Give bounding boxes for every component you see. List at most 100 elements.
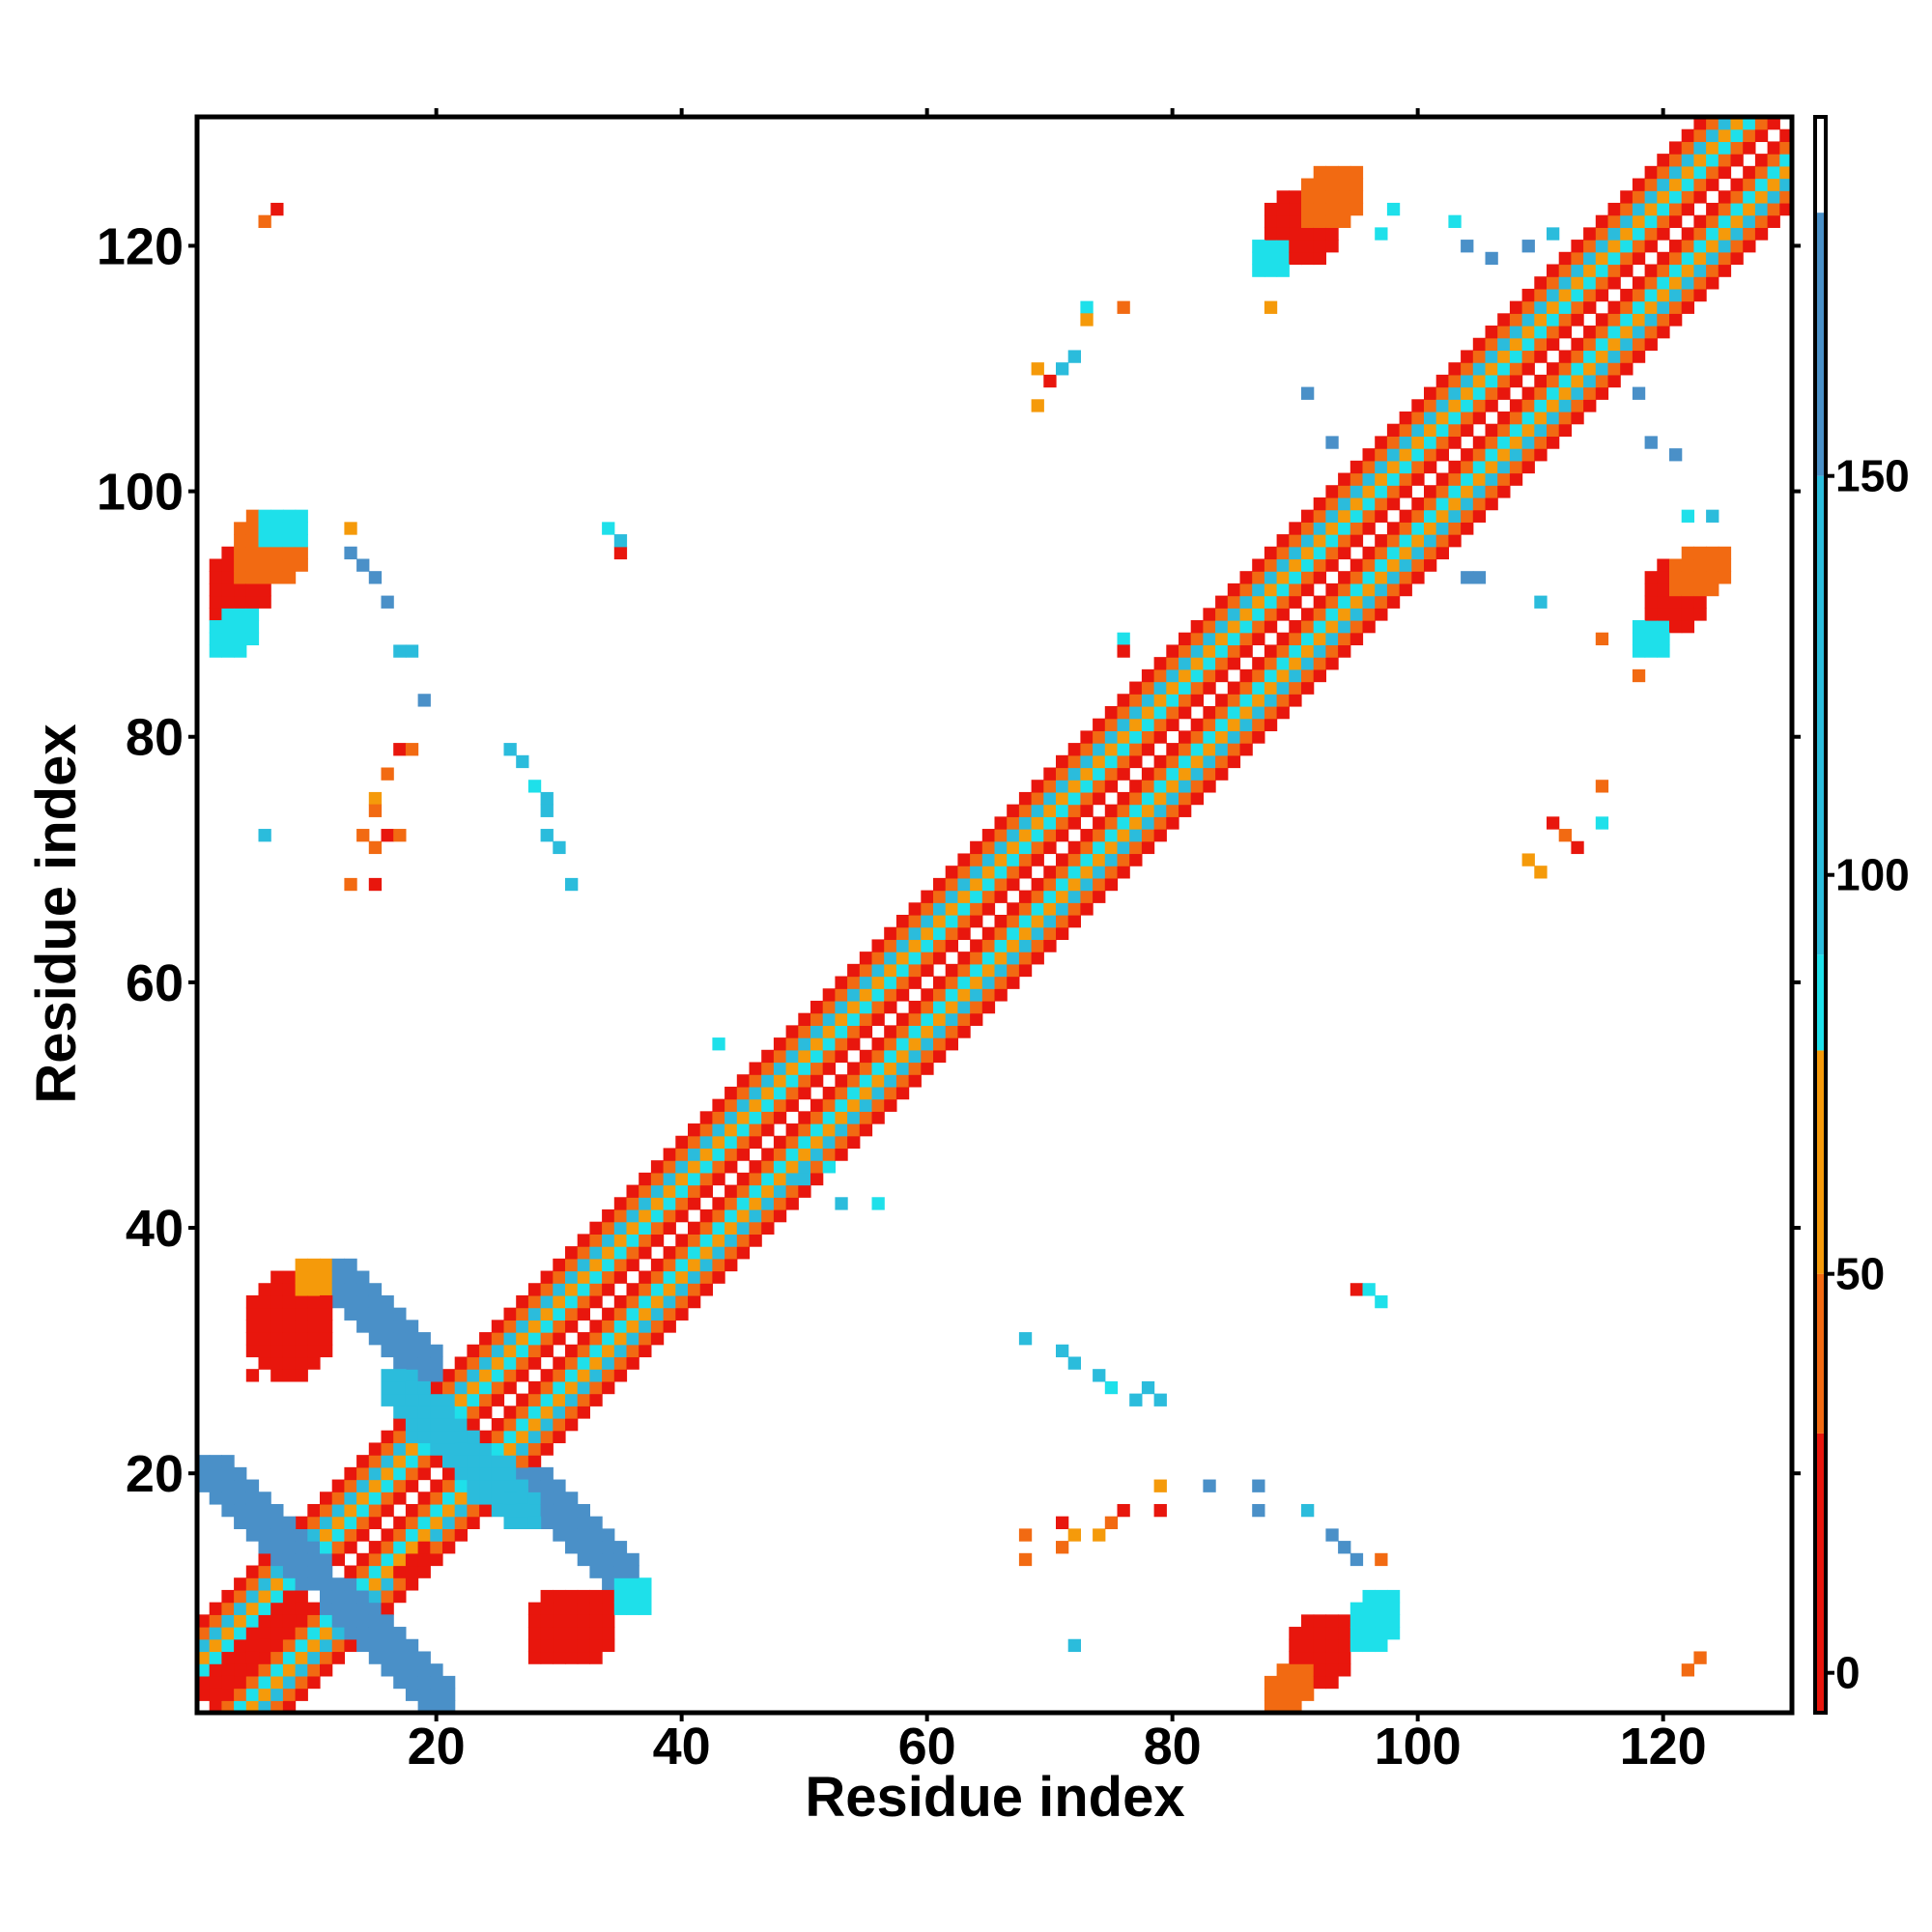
heatmap-cell (749, 1208, 762, 1223)
heatmap-cell (1681, 509, 1694, 523)
heatmap-cell (1669, 276, 1683, 290)
heatmap-cell (650, 1197, 665, 1210)
heatmap-cell (577, 1627, 590, 1640)
heatmap-cell (491, 1344, 505, 1358)
heatmap-cell (405, 1675, 419, 1690)
heatmap-cell (957, 952, 971, 965)
heatmap-cell (1031, 791, 1044, 806)
heatmap-cell (981, 1000, 996, 1014)
heatmap-cell (221, 1602, 235, 1615)
heatmap-cell (282, 1552, 297, 1567)
heatmap-cell (577, 1541, 590, 1554)
heatmap-cell (1547, 423, 1560, 437)
heatmap-cell (1350, 608, 1364, 621)
heatmap-cell (945, 1025, 958, 1038)
heatmap-cell (1657, 608, 1670, 621)
heatmap-cell (331, 1651, 345, 1664)
heatmap-cell (712, 1221, 725, 1235)
heatmap-cell (1706, 558, 1719, 572)
heatmap-cell (1350, 1614, 1364, 1628)
heatmap-cell (405, 1565, 419, 1578)
heatmap-cell (1338, 165, 1351, 180)
heatmap-cell (1301, 546, 1315, 560)
heatmap-cell (1547, 300, 1560, 314)
heatmap-cell (1043, 939, 1057, 952)
heatmap-cell (1080, 829, 1094, 842)
heatmap-cell (1289, 668, 1302, 683)
heatmap-cell (540, 1503, 554, 1518)
heatmap-cell (405, 1332, 419, 1346)
heatmap-cell (258, 1528, 271, 1542)
heatmap-cell (503, 1344, 517, 1358)
heatmap-cell (1276, 202, 1290, 216)
heatmap-cell (1497, 460, 1511, 474)
heatmap-cell (405, 1442, 419, 1456)
heatmap-cell (442, 1455, 456, 1468)
heatmap-cell (1644, 214, 1658, 228)
heatmap-cell (970, 976, 983, 989)
heatmap-cell (970, 952, 983, 965)
heatmap-cell (503, 1492, 517, 1505)
heatmap-cell (613, 534, 628, 548)
heatmap-cell (1252, 558, 1265, 572)
heatmap-cell (895, 1012, 910, 1026)
heatmap-cell (1018, 1528, 1033, 1542)
heatmap-cell (1239, 705, 1253, 720)
heatmap-cell (307, 1614, 321, 1628)
heatmap-cell (1571, 240, 1584, 253)
heatmap-cell (1325, 522, 1339, 535)
heatmap-cell (356, 1577, 370, 1591)
heatmap-cell (405, 1528, 419, 1542)
heatmap-cell (270, 1614, 284, 1628)
heatmap-cell (1239, 632, 1253, 646)
heatmap-cell (331, 1602, 345, 1615)
heatmap-cell (1521, 350, 1535, 363)
heatmap-cell (1018, 926, 1033, 941)
heatmap-cell (1301, 202, 1315, 216)
heatmap-cell (1313, 620, 1326, 634)
heatmap-cell (381, 1393, 394, 1406)
heatmap-cell (1534, 866, 1548, 879)
heatmap-cell (1706, 264, 1719, 277)
heatmap-cell (1595, 337, 1609, 352)
heatmap-cell (1007, 866, 1020, 879)
heatmap-cell (736, 1086, 751, 1100)
heatmap-cell (245, 1516, 260, 1529)
heatmap-cell (835, 1000, 848, 1014)
heatmap-cell (1595, 227, 1609, 241)
heatmap-cell (773, 1184, 787, 1198)
heatmap-cell (1117, 853, 1130, 867)
heatmap-cell (712, 1111, 725, 1124)
heatmap-cell (1067, 780, 1081, 793)
heatmap-cell (921, 1037, 934, 1051)
heatmap-cell (565, 1344, 579, 1358)
heatmap-cell (442, 1393, 456, 1406)
heatmap-cell (368, 804, 383, 817)
heatmap-cell (1595, 251, 1609, 266)
heatmap-cell (957, 915, 971, 928)
heatmap-cell (270, 1356, 284, 1370)
heatmap-cell (393, 1430, 407, 1444)
heatmap-cell (1547, 386, 1560, 400)
heatmap-cell (565, 1356, 579, 1370)
heatmap-cell (1166, 705, 1179, 720)
heatmap-cell (258, 558, 271, 572)
heatmap-cell (749, 1172, 762, 1186)
heatmap-cell (1779, 128, 1793, 143)
heatmap-cell (405, 1406, 419, 1419)
heatmap-cell (1669, 190, 1683, 204)
heatmap-cell (1362, 485, 1376, 498)
heatmap-cell (454, 1492, 468, 1505)
heatmap-cell (565, 1369, 579, 1382)
heatmap-cell (393, 1516, 407, 1529)
heatmap-cell (1657, 313, 1670, 327)
heatmap-cell (736, 1246, 751, 1260)
heatmap-cell (1448, 362, 1462, 376)
heatmap-cell (626, 1332, 639, 1346)
heatmap-cell (1583, 350, 1597, 363)
heatmap-cell (393, 1589, 407, 1604)
heatmap-cell (1411, 472, 1425, 486)
y-axis-label: Residue index (25, 724, 88, 1103)
heatmap-cell (847, 1135, 861, 1150)
heatmap-cell (491, 1442, 505, 1456)
